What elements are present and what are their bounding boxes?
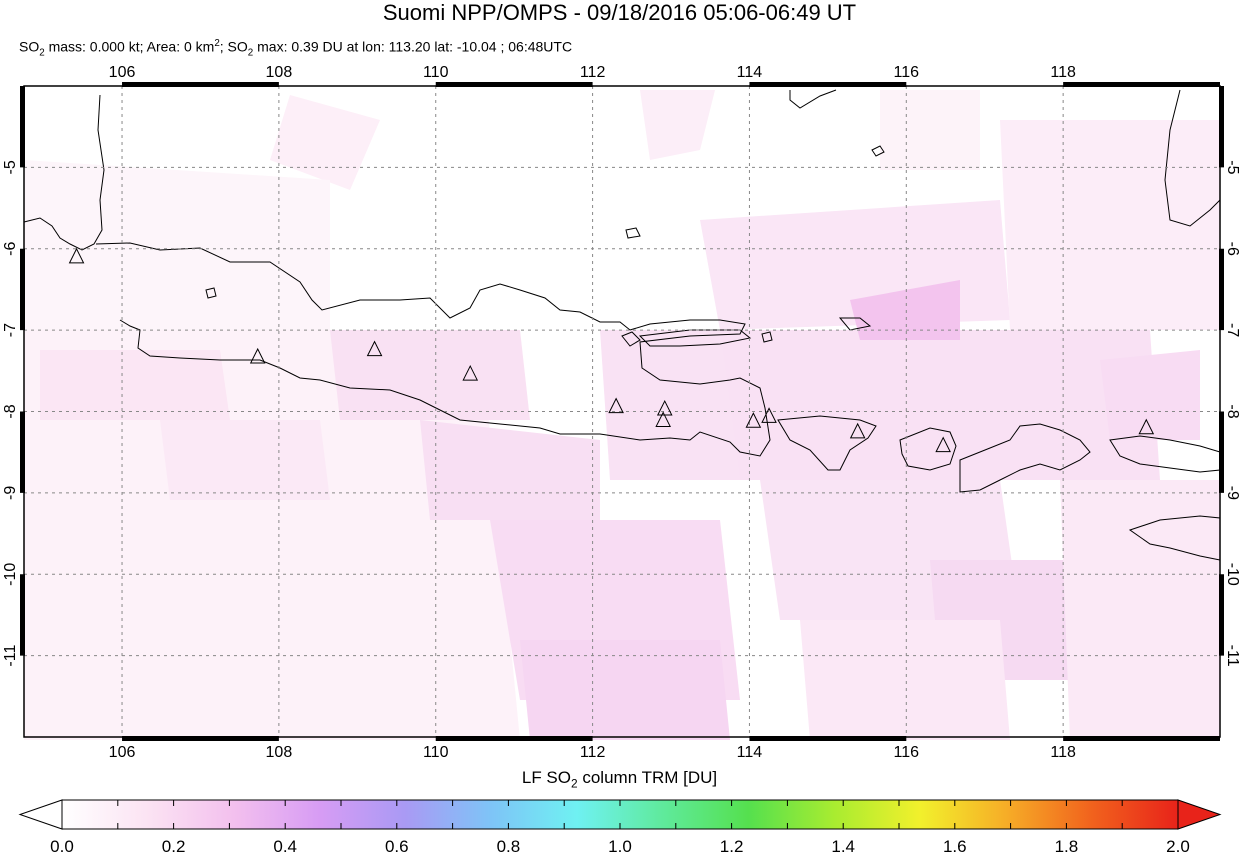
frame-bar-right	[1219, 248, 1224, 331]
lat-tick-label: -11	[1224, 645, 1239, 667]
coastline-lombok	[899, 427, 957, 471]
coastline-sumbawa	[959, 423, 1091, 493]
coastline-java	[95, 242, 771, 457]
colorbar-tick-label: 2.0	[1166, 837, 1190, 855]
frame-bar-bottom	[749, 736, 907, 741]
so2-summary-part: mass: 0.000 kt; Area: 0 km	[44, 38, 215, 55]
lat-tick-label: -7	[1224, 323, 1239, 337]
lon-tick-label: 118	[1050, 64, 1076, 81]
colorbar-tick-label: 0.8	[497, 837, 521, 855]
colorbar-low-arrow	[18, 799, 63, 830]
lon-tick-labels-top: 106 108 110 112 114 116 118	[109, 64, 1076, 81]
so2-summary-part: SO	[19, 38, 40, 55]
volcano-triangle-icon	[1138, 418, 1155, 435]
lat-tick-label: -9	[1224, 486, 1239, 500]
lon-tick-labels-bottom: 106 108 110 112 114 116 118	[109, 744, 1076, 761]
map-frame	[20, 82, 1224, 741]
coastline-layer	[23, 89, 1221, 561]
lon-tick-label: 118	[1050, 744, 1076, 761]
lon-tick-label: 114	[737, 744, 763, 761]
volcano-triangle-icon	[761, 407, 777, 423]
lat-tick-label: -7	[2, 323, 19, 337]
lon-tick-label: 116	[894, 744, 920, 761]
graticule	[24, 86, 1220, 737]
lat-tick-label: -6	[2, 242, 19, 256]
frame-bar-left	[20, 411, 25, 493]
lat-tick-label: -9	[2, 486, 19, 500]
frame-bar-top	[1063, 82, 1220, 87]
frame-bar-right	[1219, 411, 1224, 493]
so2-swath-layer	[24, 90, 1220, 740]
frame-bar-left	[20, 248, 25, 331]
lat-tick-label: -10	[1224, 563, 1239, 586]
frame-bar-top	[435, 82, 593, 87]
frame-bar-left	[20, 86, 25, 168]
frame-bar-top	[122, 82, 279, 87]
lon-tick-label: 112	[580, 64, 606, 81]
lat-tick-labels-left: -5 -6 -7 -8 -9 -10 -11	[2, 160, 19, 666]
colorbar-label-sub: 2	[571, 776, 578, 791]
frame-bar-right	[1219, 574, 1224, 656]
so2-summary-part: ; SO	[219, 38, 248, 55]
so2-summary-sub: 2	[247, 47, 254, 59]
so2-summary-part: max: 0.39 DU at lon: 113.20 lat: -10.04 …	[253, 38, 573, 55]
lat-tick-label: -6	[1224, 242, 1239, 256]
so2-summary: SO2 mass: 0.000 kt; Area: 0 km2; SO2 max…	[19, 35, 572, 62]
lon-tick-label: 112	[580, 744, 606, 761]
colorbar-tick-label: 0.0	[50, 837, 74, 855]
lat-tick-label: -8	[2, 404, 19, 418]
frame-bar-top	[749, 82, 907, 87]
volcano-triangle-icon	[745, 412, 762, 428]
lon-tick-label: 110	[423, 64, 449, 81]
lon-tick-label: 106	[109, 64, 136, 81]
colorbar-label: LF SO2 column TRM [DU]	[0, 767, 1239, 794]
volcano-triangle-icon	[655, 411, 671, 427]
colorbar-tick-label: 0.6	[385, 837, 409, 855]
coastline-bali	[777, 415, 877, 471]
frame-bar-bottom	[1063, 736, 1220, 741]
colorbar-tick-label: 1.0	[608, 837, 632, 855]
lat-tick-label: -10	[2, 563, 19, 586]
colorbar-label-part: LF SO	[521, 768, 571, 787]
lon-tick-label: 110	[423, 744, 449, 761]
lon-tick-label: 116	[894, 64, 920, 81]
coastline-kalimantan	[789, 89, 837, 109]
lon-tick-label: 114	[737, 64, 763, 81]
so2-summary-sup: 2	[214, 38, 220, 49]
colorbar-label-part: column TRM [DU]	[577, 768, 718, 787]
lat-tick-label: -8	[1224, 404, 1239, 418]
frame-bar-left	[20, 574, 25, 656]
colorbar-tick-label: 1.8	[1055, 837, 1079, 855]
frame-bar-bottom	[122, 736, 279, 741]
volcano-triangle-icon	[68, 247, 85, 264]
colorbar-tick-label: 1.4	[831, 837, 855, 855]
map-title: Suomi NPP/OMPS - 09/18/2016 05:06-06:49 …	[382, 0, 857, 25]
coastline-sumatra	[23, 94, 105, 251]
volcano-triangle-icon	[935, 436, 951, 453]
volcano-triangle-icon	[249, 347, 266, 364]
colorbar-tick-label: 1.2	[720, 837, 744, 855]
lat-tick-labels-right: -5 -6 -7 -8 -9 -10 -11	[1224, 160, 1239, 666]
colorbar-tick-label: 0.2	[162, 837, 186, 855]
volcano-layer	[68, 247, 1155, 453]
lat-tick-label: -11	[2, 645, 19, 667]
volcano-triangle-icon	[366, 340, 383, 357]
frame-bar-right	[1219, 86, 1224, 168]
lon-tick-label: 108	[266, 744, 293, 761]
colorbar-high-arrow	[1177, 799, 1222, 830]
colorbar-tick-label: 0.4	[273, 837, 297, 855]
colorbar-ticks: 0.0 0.2 0.4 0.6 0.8 1.0 1.2 1.4 1.6 1.8 2.0	[50, 800, 1190, 855]
volcano-triangle-icon	[462, 364, 479, 381]
volcano-triangle-icon	[849, 422, 866, 439]
lon-tick-label: 108	[266, 64, 293, 81]
lat-tick-label: -5	[2, 160, 19, 174]
frame-bar-bottom	[435, 736, 593, 741]
colorbar-tick-label: 1.6	[943, 837, 967, 855]
lon-tick-label: 106	[109, 744, 136, 761]
volcano-triangle-icon	[608, 397, 624, 414]
lat-tick-label: -5	[1224, 160, 1239, 174]
so2-summary-sub: 2	[39, 47, 45, 59]
coastline-sulawesi	[1164, 89, 1221, 227]
